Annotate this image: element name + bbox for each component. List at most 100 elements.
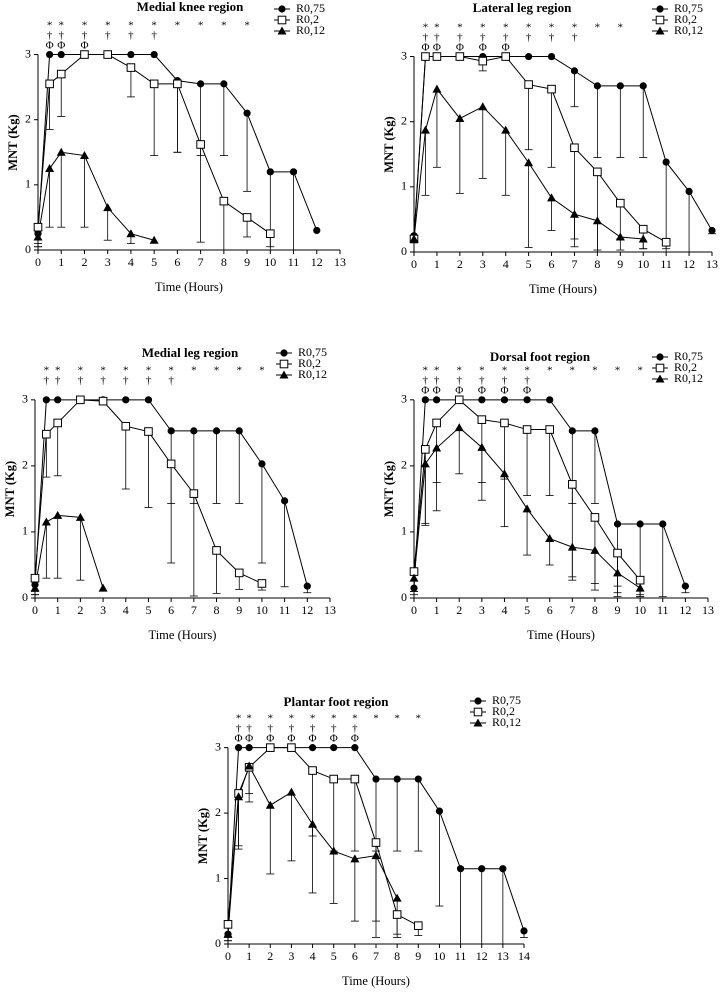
marker xyxy=(547,52,556,61)
x-tick-label: 4 xyxy=(503,257,509,271)
error-bar xyxy=(53,515,62,579)
significance-mark: Φ xyxy=(456,42,464,54)
significance-mark: † xyxy=(168,375,174,387)
significance-mark: † xyxy=(423,375,429,387)
x-tick-label: 7 xyxy=(191,603,197,617)
error-bar xyxy=(432,448,441,512)
error-bar xyxy=(570,70,579,108)
marker xyxy=(613,520,622,528)
legend-marker xyxy=(656,5,664,13)
y-tick-label: 3 xyxy=(401,48,407,62)
error-bar xyxy=(219,201,228,251)
marker xyxy=(286,787,296,796)
significance-mark: * xyxy=(82,20,88,32)
significance-mark: † xyxy=(331,723,337,735)
marker xyxy=(593,82,601,90)
significance-mark: * xyxy=(595,22,601,34)
marker xyxy=(522,504,532,513)
marker xyxy=(499,865,507,873)
marker xyxy=(524,158,534,167)
significance-mark: † xyxy=(246,723,252,735)
marker xyxy=(46,50,54,59)
marker xyxy=(144,396,153,404)
x-tick-label: 9 xyxy=(615,603,621,617)
marker xyxy=(421,396,429,404)
significance-mark: * xyxy=(615,365,621,377)
legend-label: R0,75 xyxy=(674,349,703,363)
marker xyxy=(219,196,229,206)
y-axis-label: MNT (Kg) xyxy=(3,461,17,517)
error-bar xyxy=(103,207,112,241)
marker xyxy=(520,927,528,935)
marker xyxy=(103,203,113,212)
series-line xyxy=(413,399,641,581)
marker xyxy=(613,568,623,577)
significance-mark: Φ xyxy=(46,40,54,52)
significance-mark: Φ xyxy=(478,385,486,397)
x-tick-label: 0 xyxy=(225,949,231,963)
marker xyxy=(33,232,43,241)
error-bar xyxy=(329,779,338,852)
significance-mark: Φ xyxy=(479,42,487,54)
y-axis-label: MNT (Kg) xyxy=(382,116,396,172)
error-bar xyxy=(234,796,243,850)
error-bar xyxy=(421,130,430,196)
significance-mark: * xyxy=(457,22,463,34)
error-bar xyxy=(455,427,464,475)
x-tick-label: 3 xyxy=(479,603,485,617)
significance-mark: * xyxy=(100,365,106,377)
legend-marker xyxy=(473,707,483,717)
significance-mark: † xyxy=(526,32,532,44)
marker xyxy=(41,517,51,526)
legend-marker xyxy=(279,370,289,379)
error-bar xyxy=(212,550,221,594)
marker xyxy=(173,79,182,89)
legend-label: R0,75 xyxy=(298,345,327,359)
significance-mark: * xyxy=(526,22,532,34)
y-tick-label: 3 xyxy=(25,46,31,60)
significance-mark: Φ xyxy=(287,733,295,745)
error-bar xyxy=(568,547,577,581)
error-bar xyxy=(53,422,62,477)
marker xyxy=(57,50,65,59)
marker xyxy=(121,421,131,431)
error-bar xyxy=(570,214,579,248)
legend-label: R0,12 xyxy=(296,23,325,37)
error-bar xyxy=(126,67,135,98)
significance-mark: † xyxy=(572,32,578,44)
marker xyxy=(421,445,430,454)
marker xyxy=(592,216,602,225)
error-bar xyxy=(547,89,556,168)
marker xyxy=(478,396,486,404)
x-tick-label: 8 xyxy=(214,603,220,617)
error-bar xyxy=(266,805,275,875)
significance-mark: * xyxy=(456,365,462,377)
significance-mark: † xyxy=(434,32,440,44)
marker xyxy=(478,102,488,111)
significance-mark: Φ xyxy=(455,385,463,397)
significance-mark: * xyxy=(310,713,316,725)
y-tick-label: 3 xyxy=(401,392,407,406)
x-tick-label: 7 xyxy=(198,255,204,269)
marker xyxy=(330,744,338,752)
series-line xyxy=(34,399,308,587)
marker xyxy=(234,744,243,752)
error-bar xyxy=(477,447,486,501)
marker xyxy=(56,147,66,156)
marker xyxy=(639,82,647,90)
chart-panel: Plantar foot region Time (Hours) MNT (Kg) 0… xyxy=(196,693,530,988)
error-bar xyxy=(45,168,54,228)
significance-mark: † xyxy=(524,375,530,387)
x-tick-label: 5 xyxy=(145,603,151,617)
legend-label: R0,12 xyxy=(674,371,703,385)
error-bar xyxy=(219,83,228,156)
error-bar xyxy=(547,197,556,231)
y-tick-label: 2 xyxy=(22,458,28,472)
significance-mark: * xyxy=(331,713,337,725)
error-bar xyxy=(456,868,465,945)
marker xyxy=(455,52,465,61)
marker xyxy=(75,512,85,521)
y-axis-label: MNT (Kg) xyxy=(6,114,20,170)
marker xyxy=(432,443,442,452)
marker xyxy=(409,573,419,582)
